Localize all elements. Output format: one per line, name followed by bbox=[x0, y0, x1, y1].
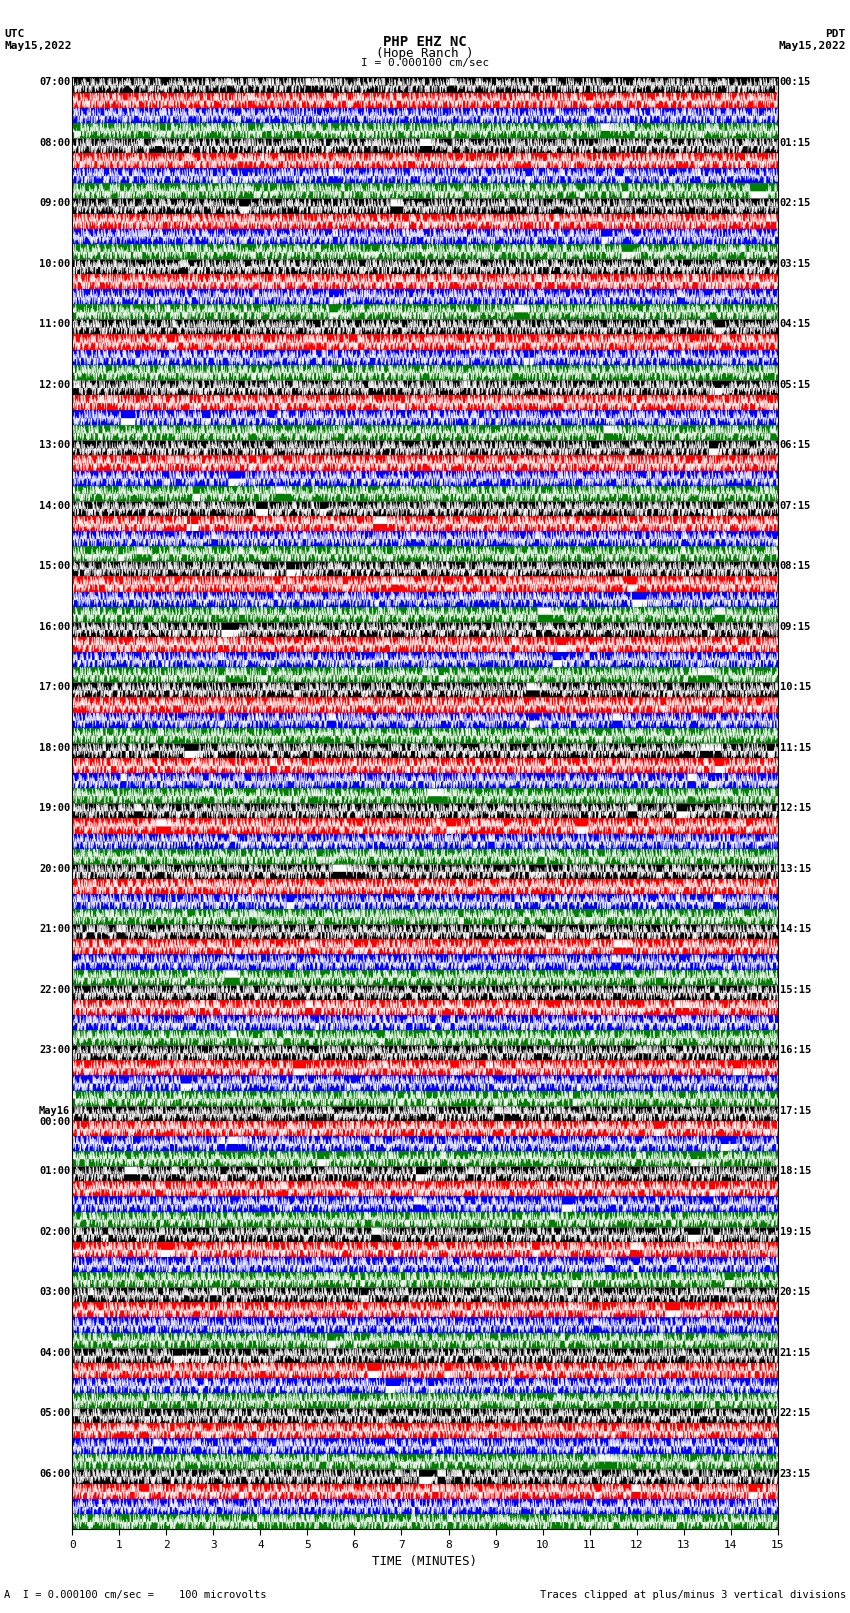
Text: 01:00: 01:00 bbox=[39, 1166, 71, 1176]
Text: 16:00: 16:00 bbox=[39, 623, 71, 632]
Text: 11:15: 11:15 bbox=[779, 742, 811, 753]
Text: 04:00: 04:00 bbox=[39, 1348, 71, 1358]
Text: 12:00: 12:00 bbox=[39, 381, 71, 390]
Text: 17:15: 17:15 bbox=[779, 1107, 811, 1116]
X-axis label: TIME (MINUTES): TIME (MINUTES) bbox=[372, 1555, 478, 1568]
Text: PHP EHZ NC: PHP EHZ NC bbox=[383, 35, 467, 50]
Text: 13:00: 13:00 bbox=[39, 440, 71, 450]
Text: (Hope Ranch ): (Hope Ranch ) bbox=[377, 47, 473, 60]
Text: 17:00: 17:00 bbox=[39, 682, 71, 692]
Text: 18:15: 18:15 bbox=[779, 1166, 811, 1176]
Text: 02:15: 02:15 bbox=[779, 198, 811, 208]
Text: 20:00: 20:00 bbox=[39, 865, 71, 874]
Text: 22:15: 22:15 bbox=[779, 1408, 811, 1418]
Text: 02:00: 02:00 bbox=[39, 1226, 71, 1237]
Text: 14:15: 14:15 bbox=[779, 924, 811, 934]
Text: 10:00: 10:00 bbox=[39, 260, 71, 269]
Text: 00:15: 00:15 bbox=[779, 77, 811, 87]
Text: 04:15: 04:15 bbox=[779, 319, 811, 329]
Text: 21:00: 21:00 bbox=[39, 924, 71, 934]
Text: 07:00: 07:00 bbox=[39, 77, 71, 87]
Text: 14:00: 14:00 bbox=[39, 502, 71, 511]
Text: 19:15: 19:15 bbox=[779, 1226, 811, 1237]
Text: 05:15: 05:15 bbox=[779, 381, 811, 390]
Text: 10:15: 10:15 bbox=[779, 682, 811, 692]
Text: 06:15: 06:15 bbox=[779, 440, 811, 450]
Text: PDT
May15,2022: PDT May15,2022 bbox=[779, 29, 846, 50]
Text: 16:15: 16:15 bbox=[779, 1045, 811, 1055]
Text: 03:15: 03:15 bbox=[779, 260, 811, 269]
Text: 11:00: 11:00 bbox=[39, 319, 71, 329]
Text: 09:00: 09:00 bbox=[39, 198, 71, 208]
Text: 20:15: 20:15 bbox=[779, 1287, 811, 1297]
Text: 03:00: 03:00 bbox=[39, 1287, 71, 1297]
Text: 22:00: 22:00 bbox=[39, 984, 71, 995]
Text: 01:15: 01:15 bbox=[779, 139, 811, 148]
Text: 09:15: 09:15 bbox=[779, 623, 811, 632]
Text: May16
00:00: May16 00:00 bbox=[39, 1107, 71, 1127]
Text: 19:00: 19:00 bbox=[39, 803, 71, 813]
Text: A  I = 0.000100 cm/sec =    100 microvolts: A I = 0.000100 cm/sec = 100 microvolts bbox=[4, 1590, 267, 1600]
Text: 15:15: 15:15 bbox=[779, 984, 811, 995]
Text: 13:15: 13:15 bbox=[779, 865, 811, 874]
Text: 07:15: 07:15 bbox=[779, 502, 811, 511]
Text: 18:00: 18:00 bbox=[39, 742, 71, 753]
Text: 06:00: 06:00 bbox=[39, 1469, 71, 1479]
Text: 08:00: 08:00 bbox=[39, 139, 71, 148]
Text: 21:15: 21:15 bbox=[779, 1348, 811, 1358]
Text: 23:15: 23:15 bbox=[779, 1469, 811, 1479]
Text: 23:00: 23:00 bbox=[39, 1045, 71, 1055]
Text: 08:15: 08:15 bbox=[779, 561, 811, 571]
Text: Traces clipped at plus/minus 3 vertical divisions: Traces clipped at plus/minus 3 vertical … bbox=[540, 1590, 846, 1600]
Text: UTC
May15,2022: UTC May15,2022 bbox=[4, 29, 71, 50]
Text: 05:00: 05:00 bbox=[39, 1408, 71, 1418]
Text: 15:00: 15:00 bbox=[39, 561, 71, 571]
Text: 12:15: 12:15 bbox=[779, 803, 811, 813]
Text: I = 0.000100 cm/sec: I = 0.000100 cm/sec bbox=[361, 58, 489, 68]
